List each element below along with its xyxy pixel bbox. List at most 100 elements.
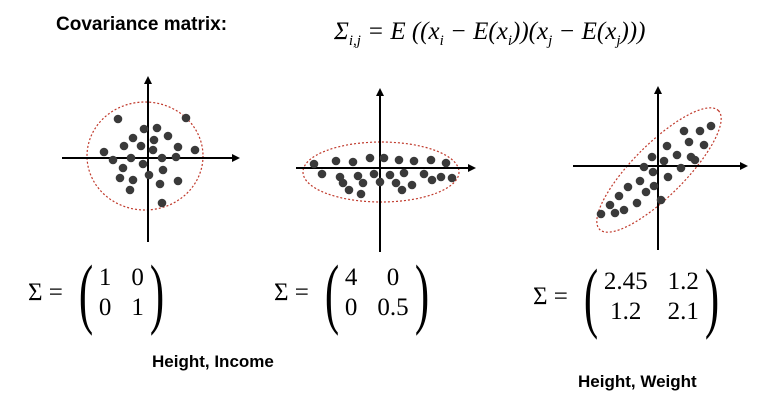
covariance-formula: Σi,j = E ((xi − E(xi))(xj − E(xj))) (334, 18, 645, 50)
scatter-point (690, 155, 700, 165)
scatter-point (144, 170, 154, 180)
scatter-point (407, 180, 417, 190)
scatter-point (623, 182, 633, 192)
scatter-point (659, 156, 669, 166)
scatter-point (635, 176, 645, 186)
matrix-cell: 0 (98, 294, 112, 321)
left-paren: ( (583, 253, 599, 340)
scatter-point (99, 147, 109, 157)
scatter-point (338, 178, 348, 188)
matrix-cells: 4 0 0 0.5 (345, 264, 409, 322)
matrix-cells: 1 0 0 1 (99, 264, 144, 322)
plot-3-group (573, 86, 748, 250)
scatter-point (369, 169, 379, 179)
scatter-point (672, 150, 682, 160)
scatter-point (119, 141, 129, 151)
y-axis-arrow (376, 88, 384, 96)
scatter-point (610, 208, 620, 218)
scatter-point (157, 153, 167, 163)
scatter-point (385, 170, 395, 180)
formula-part: = E ((x (360, 18, 440, 45)
scatter-point (614, 191, 624, 201)
matrix-cell: 1.2 (667, 268, 699, 295)
scatter-point (649, 181, 659, 191)
scatter-point (365, 153, 375, 163)
scatter-point (158, 165, 168, 175)
x-axis-arrow (232, 154, 240, 162)
scatter-point (419, 169, 429, 179)
scatter-point (391, 178, 401, 188)
scatter-point (409, 156, 419, 166)
plot-1-group (62, 76, 240, 242)
matrix-cell: 2.45 (603, 268, 648, 295)
matrix-cell: 1 (98, 264, 112, 291)
scatter-point (115, 173, 125, 183)
scatter-point (118, 163, 128, 173)
formula-subscript: j (548, 33, 553, 49)
formula-subscript: i (507, 33, 512, 49)
caption-height-income: Height, Income (152, 352, 274, 371)
left-paren: ( (78, 249, 94, 336)
matrix-cell: 0 (344, 294, 358, 321)
scatter-point (639, 162, 649, 172)
scatter-point (309, 159, 319, 169)
scatter-point (641, 187, 651, 197)
scatter-point (441, 158, 451, 168)
matrix-cell: 0 (131, 264, 144, 291)
covariance-matrix-3: Σ = ( 2.45 1.2 1.2 2.1 ) (533, 258, 725, 336)
scatter-point (138, 159, 148, 169)
y-axis-arrow (144, 76, 152, 84)
formula-part: − E(x (443, 18, 508, 45)
scatter-point (128, 175, 138, 185)
scatter-point (353, 171, 363, 181)
page-title: Covariance matrix: (56, 14, 228, 35)
matrix-lhs: Σ = (28, 279, 63, 306)
scatter-point (152, 123, 162, 133)
scatter-point (695, 126, 705, 136)
scatter-point (163, 131, 173, 141)
scatter-point (605, 200, 615, 210)
scatter-point (155, 179, 165, 189)
scatter-point (399, 168, 409, 178)
scatter-point (706, 121, 716, 131)
matrix-lhs: Σ = (533, 283, 568, 310)
scatter-point (699, 140, 709, 150)
scatter-point (619, 205, 629, 215)
formula-subscript: i (439, 33, 444, 49)
scatter-point (128, 133, 138, 143)
scatter-point (356, 189, 366, 199)
scatter-point (173, 176, 183, 186)
plot-2-group (296, 88, 476, 252)
scatter-point (656, 195, 666, 205)
covariance-ellipse (86, 101, 204, 211)
caption-height-weight: Height, Weight (578, 372, 697, 391)
formula-part: − E(x (552, 18, 617, 45)
formula-subscript: j (616, 33, 621, 49)
right-paren: ) (149, 249, 165, 336)
scatter-point (676, 163, 686, 173)
scatter-point (394, 155, 404, 165)
formula-part: ))) (620, 18, 646, 45)
covariance-matrix-2: Σ = ( 4 0 0 0.5 ) (274, 254, 435, 332)
matrix-cells: 2.45 1.2 1.2 2.1 (604, 268, 699, 326)
scatter-point (149, 135, 159, 145)
scatter-point (679, 126, 689, 136)
scatter-point (125, 185, 135, 195)
matrix-cell: 1 (131, 294, 144, 321)
scatter-point (375, 177, 385, 187)
matrix-cell: 0.5 (377, 294, 409, 321)
scatter-point (648, 167, 658, 177)
x-axis-arrow (468, 164, 476, 172)
scatter-point (447, 173, 457, 183)
scatter-point (173, 142, 183, 152)
scatter-point (148, 145, 158, 155)
x-axis-arrow (740, 162, 748, 170)
scatter-point (426, 155, 436, 165)
scatter-point (596, 209, 606, 219)
scatter-point (647, 152, 657, 162)
matrix-lhs: Σ = (274, 279, 309, 306)
scatter-point (139, 124, 149, 134)
formula-subscript: i,j (348, 33, 361, 49)
sigma-symbol: Σ (334, 18, 349, 45)
